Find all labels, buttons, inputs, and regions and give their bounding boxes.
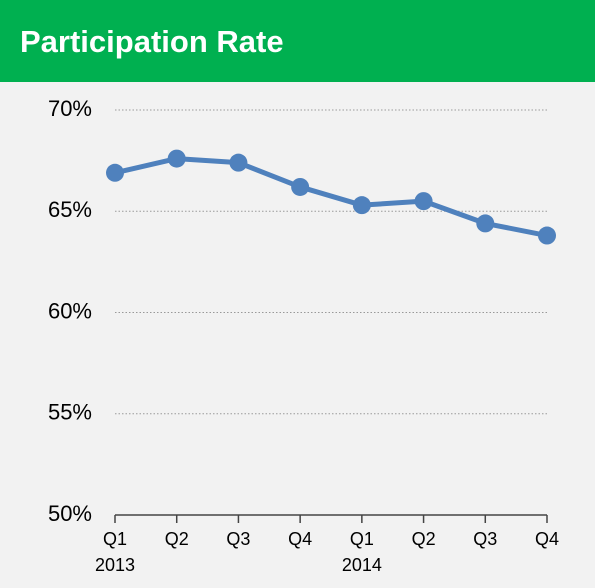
line bbox=[114, 156, 548, 239]
y-tick-label: 55% bbox=[48, 400, 92, 425]
point bbox=[352, 196, 371, 215]
y-tick-label: 65% bbox=[48, 197, 92, 222]
x-tick-label: Q2 bbox=[412, 529, 436, 549]
x-tick-label: Q2 bbox=[165, 529, 189, 549]
x-tick-label: Q4 bbox=[288, 529, 312, 549]
x-group-label: 2014 bbox=[342, 555, 382, 575]
point bbox=[167, 149, 186, 168]
x-tick-label: Q3 bbox=[473, 529, 497, 549]
x-tick-label: Q3 bbox=[226, 529, 250, 549]
point bbox=[291, 177, 310, 196]
point bbox=[538, 226, 556, 245]
point bbox=[414, 192, 433, 211]
point bbox=[106, 163, 124, 182]
chart-title: Participation Rate bbox=[20, 24, 284, 59]
x-tick-label: Q1 bbox=[103, 529, 127, 549]
y-tick-label: 50% bbox=[48, 501, 92, 526]
point bbox=[229, 153, 248, 172]
point bbox=[476, 214, 495, 233]
title-bar bbox=[0, 0, 595, 82]
y-tick-label: 60% bbox=[48, 298, 92, 323]
y-tick-label: 70% bbox=[48, 96, 92, 121]
x-tick-label: Q1 bbox=[350, 529, 374, 549]
x-tick-label: Q4 bbox=[535, 529, 559, 549]
x-group-label: 2013 bbox=[95, 555, 135, 575]
